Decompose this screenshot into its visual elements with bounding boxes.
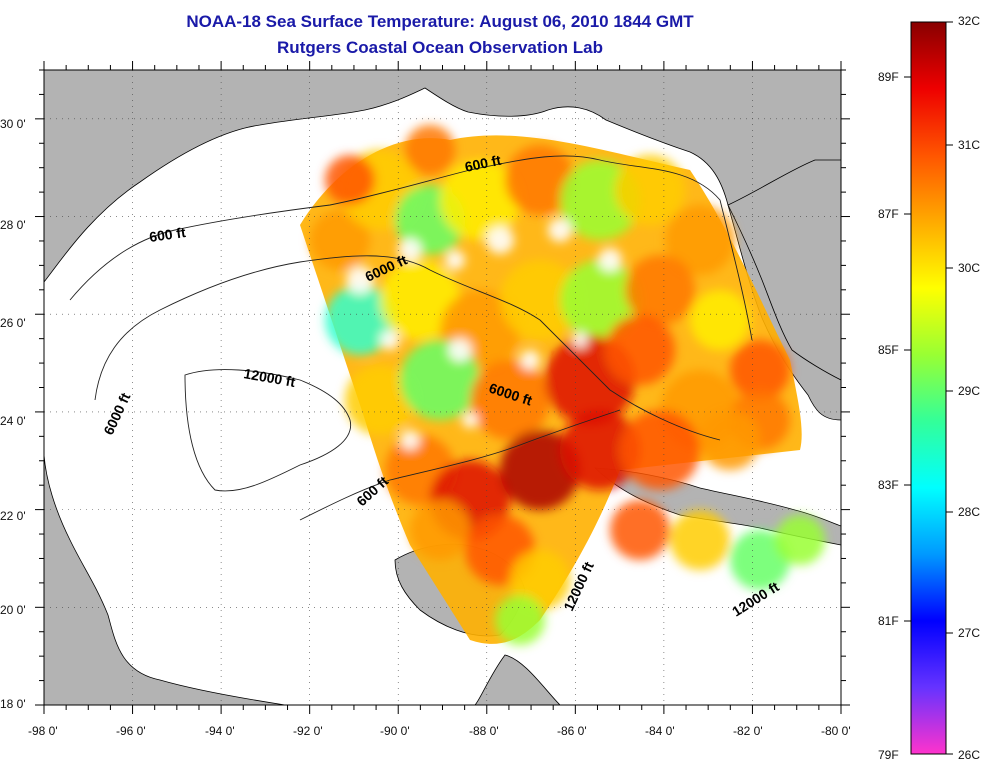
contour-6000ft — [94, 255, 721, 441]
contour-label: 600 ft — [463, 152, 502, 175]
colorbar-celsius-label: 32C — [958, 14, 981, 28]
colorbar-ticks — [904, 21, 953, 755]
sst-patch — [410, 500, 470, 560]
lat-label: 28 0' — [0, 218, 26, 232]
sst-patch — [730, 340, 790, 400]
colorbar-fahrenheit-label: 81F — [878, 614, 899, 628]
sst-patch — [700, 410, 760, 470]
sst-patch — [470, 360, 550, 440]
contour-600ft — [69, 155, 753, 341]
sst-patch — [560, 260, 640, 340]
sst-swath — [300, 125, 825, 645]
lat-label: 20 0' — [0, 603, 26, 617]
sst-patch — [325, 155, 375, 205]
sst-patch — [325, 285, 395, 355]
sst-patch — [615, 155, 685, 225]
florida-land — [727, 159, 841, 381]
map-title: NOAA-18 Sea Surface Temperature: August … — [186, 12, 694, 31]
cloud-gap — [448, 338, 472, 362]
sst-patch — [605, 315, 675, 385]
sst-patch — [345, 365, 415, 435]
cloud-gap — [398, 238, 422, 262]
colorbar-fahrenheit-label: 83F — [878, 478, 899, 492]
cloud-gap — [520, 350, 540, 370]
colorbar-celsius-label: 26C — [958, 748, 981, 762]
sst-patch — [440, 160, 520, 240]
colorbar-celsius-label: 30C — [958, 261, 981, 275]
colorbar — [910, 21, 947, 755]
sst-patch — [560, 410, 640, 490]
colorbar-celsius-label: 31C — [958, 138, 981, 152]
cloud-gap — [445, 250, 465, 270]
cloud-gap — [346, 266, 374, 294]
contour-label: 600 ft — [148, 224, 187, 245]
lat-label: 18 0' — [0, 697, 26, 711]
sst-patch — [730, 530, 790, 590]
lon-label: -96 0' — [116, 724, 146, 738]
sst-patch — [405, 125, 455, 175]
contour-600ft-yucatan — [299, 409, 621, 521]
colorbar-celsius-label: 28C — [958, 505, 981, 519]
sst-patch — [625, 255, 695, 325]
sst-patch — [310, 210, 370, 270]
cloud-gap — [400, 430, 420, 450]
colorbar-celsius-label: 29C — [958, 384, 981, 398]
lon-label: -82 0' — [733, 724, 763, 738]
cloud-gap — [572, 332, 588, 348]
cloud-gap — [462, 412, 478, 428]
colorbar-fahrenheit-label: 85F — [878, 343, 899, 357]
sst-patch — [380, 260, 460, 340]
contour-12000ft — [184, 369, 352, 492]
colorbar-fahrenheit-label: 87F — [878, 207, 899, 221]
lon-label: -98 0' — [28, 724, 58, 738]
lon-label: -84 0' — [645, 724, 675, 738]
lat-label: 24 0' — [0, 414, 26, 428]
lon-label: -88 0' — [469, 724, 499, 738]
lat-label: 22 0' — [0, 509, 26, 523]
sst-patch — [775, 515, 825, 565]
lon-label: -80 0' — [821, 724, 851, 738]
map-grid — [44, 70, 841, 705]
sst-patch — [495, 595, 545, 645]
lon-label: -92 0' — [293, 724, 323, 738]
lat-label: 26 0' — [0, 316, 26, 330]
lon-label: -86 0' — [557, 724, 587, 738]
sst-patch — [510, 550, 570, 610]
cloud-gap — [380, 330, 400, 350]
colorbar-fahrenheit-label: 89F — [878, 70, 899, 84]
bathymetry-contours — [69, 155, 753, 521]
cloud-gap — [548, 218, 572, 242]
sst-patch — [610, 500, 670, 560]
frame-ticks — [35, 61, 850, 714]
lat-label: 30 0' — [0, 117, 26, 131]
sst-patch — [505, 145, 575, 215]
sst-patch — [500, 260, 580, 340]
cloud-gap — [486, 226, 514, 254]
cloud-gap — [598, 248, 622, 272]
colorbar-celsius-label: 27C — [958, 626, 981, 640]
map-subtitle: Rutgers Coastal Ocean Observation Lab — [277, 38, 603, 57]
colorbar-fahrenheit-label: 79F — [878, 748, 899, 762]
sst-patch — [620, 410, 700, 490]
sst-patch — [665, 205, 735, 275]
lon-label: -94 0' — [205, 724, 235, 738]
sst-patch — [670, 510, 730, 570]
sst-patch — [690, 290, 750, 350]
lon-label: -90 0' — [380, 724, 410, 738]
